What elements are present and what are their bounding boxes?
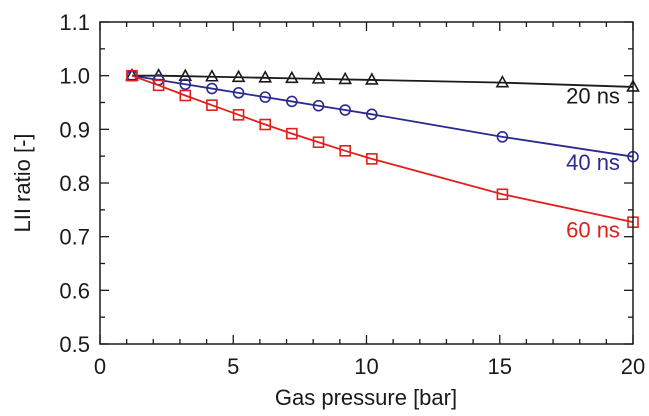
y-tick-label: 0.6 [59,278,90,303]
y-tick-label: 0.8 [59,171,90,196]
data-point-triangle [205,69,219,82]
y-tick-label: 0.9 [59,117,90,142]
series-line [131,74,634,88]
data-point-triangle [311,71,326,84]
data-point-square [152,79,165,92]
data-point-triangle [231,69,246,83]
plot-frame [99,21,634,345]
x-axis-label: Gas pressure [bar] [275,385,457,410]
data-point-square [339,145,351,157]
series-group [126,69,639,228]
series-group [125,68,640,92]
data-point-circle [179,78,192,91]
x-tick-label: 15 [488,354,512,379]
data-point-square [286,127,298,140]
data-point-square [496,188,509,201]
data-point-square [312,136,325,149]
series-annotation: 40 ns [566,150,620,175]
data-point-circle [339,104,351,116]
data-point-circle [286,95,298,108]
data-point-triangle [285,70,299,84]
y-tick-label: 0.7 [59,225,90,250]
data-point-square [232,109,245,121]
data-point-triangle [125,68,139,81]
data-point-square [366,153,378,165]
data-point-square [259,118,272,131]
data-point-circle [206,82,218,95]
data-point-circle [312,99,325,112]
data-point-triangle [178,68,193,82]
data-point-square [179,89,192,102]
y-tick-label: 0.5 [59,332,90,357]
data-point-square [126,69,138,82]
x-tick-label: 20 [621,354,645,379]
data-point-circle [366,108,378,121]
y-axis-label: LII ratio [-] [10,133,35,232]
data-point-circle [496,131,509,143]
x-tick-label: 10 [354,354,378,379]
series-annotation: 20 ns [566,84,620,109]
y-tick-label: 1.1 [59,10,90,35]
x-tick-label: 0 [94,354,106,379]
series-line [131,74,634,224]
data-point-circle [232,87,245,99]
data-point-circle [259,91,272,103]
data-point-square [206,99,218,111]
y-tick-label: 1.0 [59,64,90,89]
series-annotation: 60 ns [566,218,620,243]
data-point-triangle [338,71,353,85]
data-point-triangle [258,70,273,83]
data-point-triangle [495,74,510,88]
x-tick-label: 5 [227,354,239,379]
data-point-triangle [364,72,379,85]
